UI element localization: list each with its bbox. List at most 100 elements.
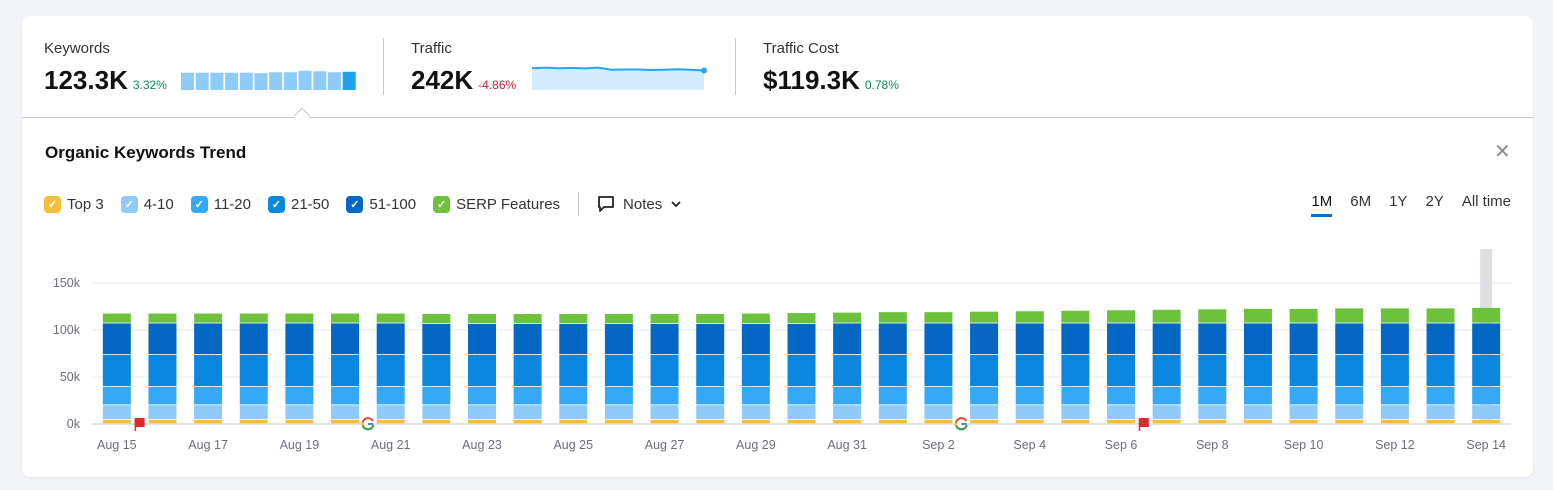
x-tick-label: Aug 17 <box>188 438 228 452</box>
checkbox-icon: ✓ <box>433 195 451 213</box>
metrics-bar: Keywords 123.3K 3.32% Traffic 242K -4.86… <box>22 16 1533 118</box>
traffic-value: 242K <box>411 65 474 95</box>
bar-segment <box>467 354 496 387</box>
period-1m[interactable]: 1M <box>1311 193 1333 217</box>
period-2y[interactable]: 2Y <box>1425 193 1444 210</box>
legend-serp-features[interactable]: ✓ SERP Features <box>433 195 560 213</box>
period-6m[interactable]: 6M <box>1350 193 1372 210</box>
bar-segment <box>1198 405 1227 419</box>
legend-4-10[interactable]: ✓ 4-10 <box>120 195 174 213</box>
bar-segment <box>1015 419 1044 424</box>
x-tick-label: Aug 29 <box>736 438 776 452</box>
bar-segment <box>924 405 953 419</box>
bar-segment <box>285 354 314 387</box>
keywords-spark-bar <box>254 73 268 90</box>
bar-segment <box>376 323 405 355</box>
bar-segment <box>1152 323 1181 355</box>
y-tick-label: 150k <box>53 276 81 290</box>
bar-segment <box>1380 386 1409 405</box>
traffic-cost-metric[interactable]: Traffic Cost $119.3K 0.78% <box>763 40 899 95</box>
google-update-icon <box>361 417 375 431</box>
legend-top-3[interactable]: ✓ Top 3 <box>44 195 104 213</box>
bar-segment <box>650 419 679 424</box>
bar-segment <box>604 314 633 324</box>
flag-pole <box>134 418 137 431</box>
bar-segment <box>1198 386 1227 405</box>
bar-segment <box>513 419 542 424</box>
keywords-value: 123.3K <box>44 65 128 95</box>
bar-segment <box>1061 405 1090 419</box>
bar-segment <box>924 419 953 424</box>
keywords-spark-bar <box>181 72 194 90</box>
checkbox-icon: ✓ <box>346 195 364 213</box>
google-arc-green <box>955 424 968 431</box>
chart-legend: ✓ Top 3 ✓ 4-10 ✓ 11-20 ✓ 21-50 ✓ 51-100 ✓ SERP… <box>44 192 682 216</box>
bar-segment <box>559 314 588 324</box>
x-tick-label: Aug 19 <box>280 438 320 452</box>
bar-segment <box>422 314 451 324</box>
bar-segment <box>1198 419 1227 424</box>
bar-segment <box>696 405 725 419</box>
traffic-metric[interactable]: Traffic 242K -4.86% <box>411 40 516 95</box>
bar-segment <box>650 323 679 355</box>
keywords-delta: 3.32% <box>132 78 167 92</box>
bar-segment <box>696 314 725 324</box>
flag-pole <box>1138 418 1141 431</box>
bar-segment <box>1061 310 1090 323</box>
bar-segment <box>1243 354 1272 387</box>
bar-segment <box>1015 405 1044 419</box>
bar-segment <box>878 354 907 387</box>
bar-segment <box>559 386 588 405</box>
bar-segment <box>741 354 770 387</box>
bar-segment <box>604 405 633 419</box>
bar-segment <box>239 386 268 405</box>
bar-segment <box>1335 386 1364 405</box>
bar-segment <box>285 405 314 419</box>
x-tick-label: Sep 14 <box>1466 438 1506 452</box>
bar-segment <box>787 419 816 424</box>
traffic-spark-line <box>532 66 705 72</box>
keywords-metric[interactable]: Keywords 123.3K 3.32% <box>44 40 167 95</box>
bar-segment <box>1015 323 1044 355</box>
note-flag-icon <box>1138 418 1149 431</box>
flag-body <box>134 418 145 427</box>
notes-dropdown[interactable]: Notes <box>597 195 682 213</box>
note-flag-icon <box>134 418 145 431</box>
bar-segment <box>513 323 542 355</box>
traffic-label: Traffic <box>411 40 452 57</box>
bar-segment <box>696 323 725 355</box>
bar-segment <box>1243 308 1272 323</box>
bar-segment <box>376 354 405 387</box>
bar-segment <box>1243 419 1272 424</box>
traffic-cost-label: Traffic Cost <box>763 40 839 57</box>
legend-label: 11-20 <box>213 195 251 213</box>
bar-segment <box>1426 308 1455 323</box>
bar-segment <box>1335 308 1364 323</box>
checkbox-icon: ✓ <box>44 195 61 213</box>
comment-icon <box>598 196 614 212</box>
bar-segment <box>878 405 907 419</box>
bar-segment <box>1426 386 1455 405</box>
bar-segment <box>1015 386 1044 405</box>
google-arc-green <box>361 424 375 431</box>
bar-segment <box>1472 419 1501 424</box>
y-tick-label: 0k <box>67 417 81 431</box>
keywords-spark-bar <box>269 72 283 90</box>
x-tick-label: Sep 4 <box>1013 438 1046 452</box>
close-icon[interactable]: ✕ <box>1494 141 1511 163</box>
bar-segment <box>787 313 816 324</box>
period-1y[interactable]: 1Y <box>1389 193 1408 210</box>
legend-51-100[interactable]: ✓ 51-100 <box>346 195 416 213</box>
bar-segment <box>285 323 314 355</box>
bar-segment <box>1289 419 1318 424</box>
bar-segment <box>650 405 679 419</box>
legend-21-50[interactable]: ✓ 21-50 <box>268 195 329 213</box>
bar-segment <box>1289 386 1318 405</box>
bar-segment <box>1380 419 1409 424</box>
period-all-time[interactable]: All time <box>1461 193 1511 210</box>
legend-11-20[interactable]: ✓ 11-20 <box>190 195 251 213</box>
keywords-spark-bar <box>225 72 239 90</box>
bar-segment <box>924 354 953 387</box>
bar-segment <box>1243 405 1272 419</box>
keywords-spark-bar <box>298 70 312 90</box>
